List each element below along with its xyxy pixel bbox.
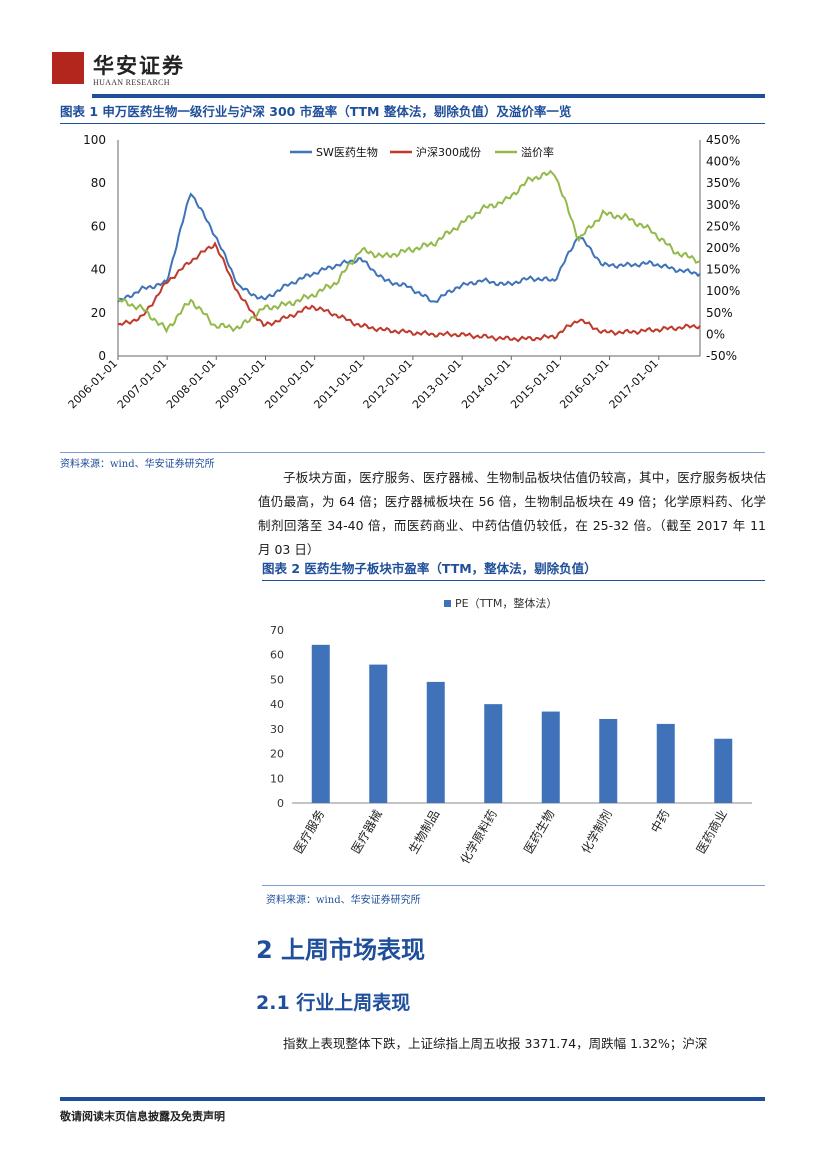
legend-label: 沪深300成份 (416, 145, 481, 159)
bar-2 (426, 681, 445, 803)
legend-swatch (444, 600, 451, 607)
category-label: 化学制剂 (578, 807, 615, 856)
y-tick-label: 0 (277, 797, 284, 810)
bar-6 (656, 723, 675, 803)
brand-name: 华安证券 (93, 53, 185, 78)
x-tick-label: 2014-01-01 (459, 357, 513, 411)
y-tick-label: 30 (270, 723, 284, 736)
right-tick-label: 50% (706, 306, 733, 320)
figure2-source-rule (262, 885, 765, 886)
figure1-line-chart: 0 20 40 60 80 100 -50% 0% 50% 100% 150% 200% 250% 300… (66, 133, 741, 411)
category-label: 化学原料药 (457, 807, 500, 866)
bar-3 (484, 704, 503, 803)
category-label: 中药 (647, 807, 672, 835)
bar-4 (541, 711, 560, 803)
x-tick-label: 2015-01-01 (508, 357, 562, 411)
left-tick-label: 40 (91, 263, 106, 277)
right-tick-label: 400% (706, 155, 740, 169)
figure1-source: 资料来源：wind、华安证券研究所 (60, 459, 215, 470)
header-rule (92, 94, 765, 98)
bar-5 (599, 718, 618, 803)
legend-label: SW医药生物 (316, 145, 378, 159)
category-label: 医疗服务 (290, 807, 327, 856)
figure2-source: 资料来源：wind、华安证券研究所 (266, 895, 421, 906)
figure1-title: 图表 1 申万医药生物一级行业与沪深 300 市盈率（TTM 整体法，剔除负值）… (60, 103, 765, 124)
left-tick-label: 0 (98, 349, 106, 363)
subsection-heading: 2.1 行业上周表现 (256, 992, 411, 1014)
right-tick-label: 450% (706, 133, 740, 147)
paragraph-text: 子板块方面，医疗服务、医疗器械、生物制品板块估值仍较高，其中，医疗服务板块估值仍… (258, 470, 766, 557)
market-paragraph: 指数上表现整体下跌，上证综指上周五收报 3371.74，周跌幅 1.32%；沪深 (283, 1036, 708, 1051)
series-line-2 (117, 169, 701, 334)
left-tick-label: 20 (91, 306, 106, 320)
y-tick-label: 40 (270, 698, 284, 711)
x-tick-label: 2017-01-01 (607, 357, 661, 411)
x-tick-label: 2007-01-01 (115, 357, 169, 411)
right-tick-label: -50% (706, 349, 737, 363)
series-line-0 (117, 192, 701, 303)
right-tick-label: 300% (706, 198, 740, 212)
y-tick-label: 70 (270, 624, 284, 637)
figure2-title: 图表 2 医药生物子板块市盈率（TTM，整体法，剔除负值） (262, 560, 765, 581)
category-label: 医药商业 (693, 807, 730, 856)
right-tick-label: 250% (706, 219, 740, 233)
x-tick-label: 2013-01-01 (410, 357, 464, 411)
x-tick-label: 2009-01-01 (213, 357, 267, 411)
left-tick-label: 80 (91, 176, 106, 190)
section-heading: 2 上周市场表现 (256, 936, 426, 964)
left-tick-label: 60 (91, 219, 106, 233)
subsector-paragraph: 子板块方面，医疗服务、医疗器械、生物制品板块估值仍较高，其中，医疗服务板块估值仍… (258, 466, 766, 562)
right-tick-label: 350% (706, 176, 740, 190)
y-tick-label: 60 (270, 649, 284, 662)
x-tick-label: 2006-01-01 (66, 357, 120, 411)
x-tick-label: 2010-01-01 (262, 357, 316, 411)
left-tick-label: 100 (83, 133, 106, 147)
y-tick-label: 20 (270, 748, 284, 761)
series-line-1 (117, 241, 701, 343)
category-label: 医疗器械 (348, 807, 385, 856)
bar-1 (369, 664, 388, 803)
bar-7 (714, 738, 733, 803)
footer-rule (60, 1097, 765, 1101)
category-label: 生物制品 (406, 808, 442, 857)
right-tick-label: 100% (706, 284, 740, 298)
right-tick-label: 200% (706, 241, 740, 255)
bar-0 (311, 644, 330, 803)
y-tick-label: 10 (270, 772, 284, 785)
y-tick-label: 50 (270, 673, 284, 686)
x-tick-label: 2011-01-01 (311, 357, 365, 411)
brand-logo-mark (52, 52, 84, 84)
x-tick-label: 2016-01-01 (557, 357, 611, 411)
legend-label: 溢价率 (521, 145, 554, 159)
x-tick-label: 2008-01-01 (164, 357, 218, 411)
category-label: 医药生物 (521, 808, 557, 857)
legend-label: PE（TTM，整体法） (455, 596, 557, 610)
right-tick-label: 0% (706, 327, 725, 341)
right-tick-label: 150% (706, 263, 740, 277)
x-tick-label: 2012-01-01 (361, 357, 415, 411)
figure1-source-rule (60, 452, 765, 453)
brand-subtitle: HUAAN RESEARCH (93, 78, 170, 87)
disclaimer-footer: 敬请阅读末页信息披露及免责声明 (60, 1110, 225, 1123)
